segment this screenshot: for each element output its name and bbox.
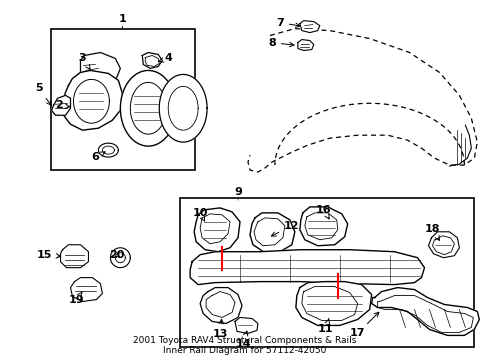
Text: 4: 4 xyxy=(158,54,172,63)
Polygon shape xyxy=(299,21,319,32)
Text: 14: 14 xyxy=(235,331,250,349)
Polygon shape xyxy=(194,208,240,252)
Text: 2: 2 xyxy=(55,100,69,110)
Text: 2001 Toyota RAV4 Structural Components & Rails
Inner Rail Diagram for 57112-4205: 2001 Toyota RAV4 Structural Components &… xyxy=(133,336,355,355)
Text: 7: 7 xyxy=(275,18,300,28)
Text: 8: 8 xyxy=(267,37,293,48)
Text: 18: 18 xyxy=(424,224,439,240)
Polygon shape xyxy=(70,278,102,302)
Text: 16: 16 xyxy=(315,205,331,219)
Polygon shape xyxy=(81,53,120,82)
Text: 17: 17 xyxy=(349,312,378,338)
Bar xyxy=(50,28,195,170)
Polygon shape xyxy=(51,95,70,115)
Polygon shape xyxy=(235,318,258,333)
Polygon shape xyxy=(120,71,176,146)
Polygon shape xyxy=(371,288,478,336)
Polygon shape xyxy=(299,207,347,246)
Polygon shape xyxy=(427,232,458,258)
Text: 13: 13 xyxy=(212,319,227,339)
Text: 15: 15 xyxy=(37,250,61,260)
Polygon shape xyxy=(190,250,424,285)
Polygon shape xyxy=(297,40,313,50)
Polygon shape xyxy=(142,53,162,68)
Polygon shape xyxy=(295,282,371,325)
Bar xyxy=(180,198,473,347)
Text: 3: 3 xyxy=(79,54,90,69)
Polygon shape xyxy=(200,288,242,323)
Text: 12: 12 xyxy=(271,221,299,236)
Text: 9: 9 xyxy=(234,187,242,200)
Text: 20: 20 xyxy=(108,250,124,260)
Text: 6: 6 xyxy=(91,152,105,162)
Polygon shape xyxy=(159,75,207,142)
Polygon shape xyxy=(62,71,122,130)
Text: 10: 10 xyxy=(192,208,207,221)
Text: 19: 19 xyxy=(68,292,84,305)
Polygon shape xyxy=(249,213,294,253)
Text: 5: 5 xyxy=(35,84,51,105)
Polygon shape xyxy=(61,245,88,268)
Text: 11: 11 xyxy=(317,319,333,334)
Text: 1: 1 xyxy=(118,14,126,28)
